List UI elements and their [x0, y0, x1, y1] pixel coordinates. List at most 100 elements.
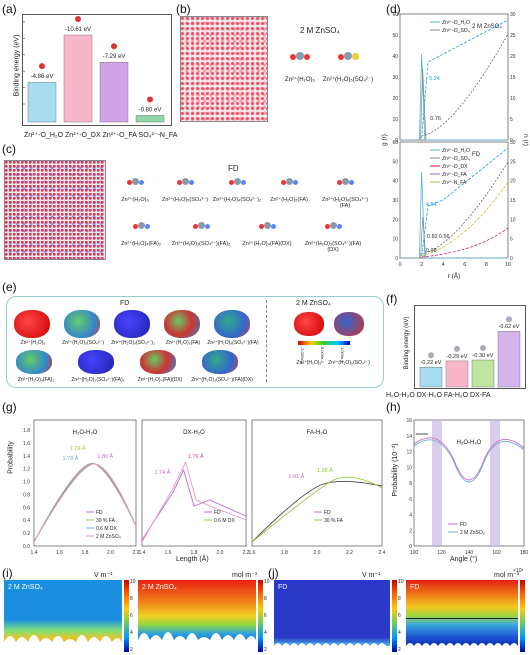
subplot-frame	[141, 419, 247, 547]
n-tick-label: 25	[510, 33, 516, 39]
y-tick-label: 8	[409, 481, 412, 487]
colorbar-tick: 6	[398, 613, 401, 619]
y-tick-label: 4	[409, 513, 412, 519]
plot-title: H₂O-H₂O	[457, 440, 482, 446]
legend-label: FD	[96, 510, 103, 516]
legend-label: Zn²⁺-O_DX	[442, 164, 468, 170]
distribution-curve	[141, 468, 247, 541]
esp-surface	[64, 310, 100, 338]
panel-b-species-2: Zn²⁺(H₂O)₅(SO₄²⁻)	[318, 52, 378, 84]
panel-i-map2-colorbar	[258, 580, 263, 652]
n-tick-label: 10	[510, 217, 516, 223]
y-tick-label: 1.2	[23, 467, 30, 473]
species-label: Zn²⁺(H₂O)₆	[121, 197, 149, 203]
panel-j-map2-colorbar	[520, 580, 525, 652]
g-tick-label: 20	[392, 96, 398, 102]
species-label: Zn²⁺(H₂O)₄(SO₄²⁻)₂	[212, 197, 262, 203]
molecule-icon	[234, 222, 300, 231]
panel-i-label: (i)	[2, 566, 13, 580]
molecule-icon	[108, 222, 174, 231]
peak-annotation: 1.76 Å	[188, 453, 204, 460]
peak-annotation: 1.98 Å	[317, 467, 333, 474]
rdf-curve	[400, 53, 508, 141]
panel-c-species-5: Zn²⁺(H₂O)₄(SO₄²⁻)(FA)	[318, 178, 372, 209]
colorbar-tick: 6	[130, 613, 133, 619]
bar-value-label: -10.61 eV	[65, 27, 91, 33]
legend-label: Zn²⁺-O_FA	[442, 172, 467, 178]
esp-label: Zn²⁺(H₂O)₃(SO₄²⁻)(FA)₂	[71, 377, 125, 383]
legend-label: 2 M ZnSO₄	[460, 530, 485, 536]
x-tick-label: 1.6	[56, 550, 63, 556]
bar-value-label: -0.30 eV	[473, 353, 494, 359]
panel-f-caption: H₂O-H₂O DX-H₂O FA-H₂O DX-FA	[386, 392, 491, 399]
x-tick-label: 2	[420, 262, 423, 268]
colorbar-tick: 10	[130, 579, 136, 585]
species-label: Zn²⁺(H₂O)₅(FA)	[270, 197, 308, 203]
energy-bar	[27, 81, 57, 123]
energy-bar	[471, 359, 495, 388]
colorbar-tick: 8	[264, 596, 267, 602]
panel-f-ylabel: Binding energy (eV)	[404, 316, 410, 370]
panel-j-map2: FD	[406, 580, 518, 652]
panel-c-species-2: Zn²⁺(H₂O)₅(SO₄²⁻)	[158, 178, 212, 203]
species-label: Zn²⁺(H₂O)₆	[285, 77, 315, 83]
panel-j-label: (j)	[268, 566, 279, 580]
legend-label: 0.6 M DX	[214, 518, 236, 524]
rdf-annotation: 0.76	[430, 116, 441, 122]
legend-label: Zn²⁺-O_SO₄	[442, 156, 470, 162]
panel-e-title-right: 2 M ZnSO₄	[296, 300, 331, 307]
bar-value-label: -0.22 eV	[421, 360, 442, 366]
molecule-icon	[158, 178, 212, 187]
legend-label: Zn²⁺-N_FA	[442, 180, 467, 186]
panel-c-species-6: Zn²⁺(H₂O)₄(FA)₂	[108, 222, 174, 247]
esp-label: Zn²⁺(H₂O)₅(SO₄²⁻)	[62, 340, 104, 346]
legend-label: FD	[460, 522, 467, 528]
rdf-annotation: 4.54	[426, 202, 437, 208]
molecule-icon	[168, 222, 234, 231]
panel-c-species-9: Zn²⁺(H₂O)₃(SO₄²⁻)(FA)(DX)	[300, 222, 366, 253]
esp-label: Zn²⁺(H₂O)₅(FA)	[165, 340, 201, 346]
g-tick-label: 30	[392, 75, 398, 81]
y-tick-label: 0.4	[23, 518, 30, 524]
y-tick-label: 1.0	[23, 480, 30, 486]
y-tick-label: 1.4	[23, 454, 30, 460]
deposit-bumps	[274, 643, 390, 652]
panel-e-divider	[266, 300, 267, 382]
molecule-icon	[111, 43, 117, 50]
esp-label: Zn²⁺(H₂O)₆	[20, 340, 46, 346]
x-tick-label: 2.2	[133, 550, 140, 556]
panel-h-xlabel: Angle (°)	[450, 556, 478, 563]
x-tick-label: 1.6	[165, 550, 172, 556]
colorbar-tick: 8	[130, 596, 133, 602]
esp-surface	[140, 350, 176, 374]
y-tick-label: 10	[406, 465, 412, 471]
esp-surface	[334, 312, 364, 336]
panel-i-map1-unit: V m⁻¹	[94, 572, 113, 579]
molecule-icon	[428, 352, 434, 359]
energy-bar	[99, 62, 129, 123]
n-tick-label: 0	[510, 256, 513, 262]
rdf-annotation: 0.08	[426, 248, 437, 254]
panel-a-label: (a)	[2, 2, 17, 16]
panel-b-label: (b)	[176, 2, 191, 16]
panel-j-map1: FD	[274, 580, 390, 652]
n-tick-label: 5	[510, 117, 513, 123]
x-tick-label: 140	[465, 550, 474, 556]
energy-bar	[445, 360, 469, 388]
distribution-curve	[33, 462, 137, 543]
legend-label: FD	[324, 510, 331, 516]
x-tick-label: 0	[398, 262, 401, 268]
bar-value-label: -7.29 eV	[103, 54, 126, 60]
n-tick-label: 15	[510, 198, 516, 204]
distribution-curve	[413, 439, 525, 483]
esp-surface	[114, 310, 150, 338]
panel-c-label: (c)	[2, 142, 16, 156]
y-tick-label: 16	[406, 418, 412, 424]
panel-i-map2-title: 2 M ZnSO₄	[142, 584, 177, 591]
legend-label: 2 M ZnSO₄	[96, 534, 121, 540]
molecule-icon	[262, 178, 316, 187]
x-tick-label: 1.8	[82, 550, 89, 556]
peak-annotation: 1.78 Å	[63, 455, 79, 462]
y-axis-label-left: g (r)	[381, 134, 388, 146]
colorbar-tick: 6	[264, 613, 267, 619]
